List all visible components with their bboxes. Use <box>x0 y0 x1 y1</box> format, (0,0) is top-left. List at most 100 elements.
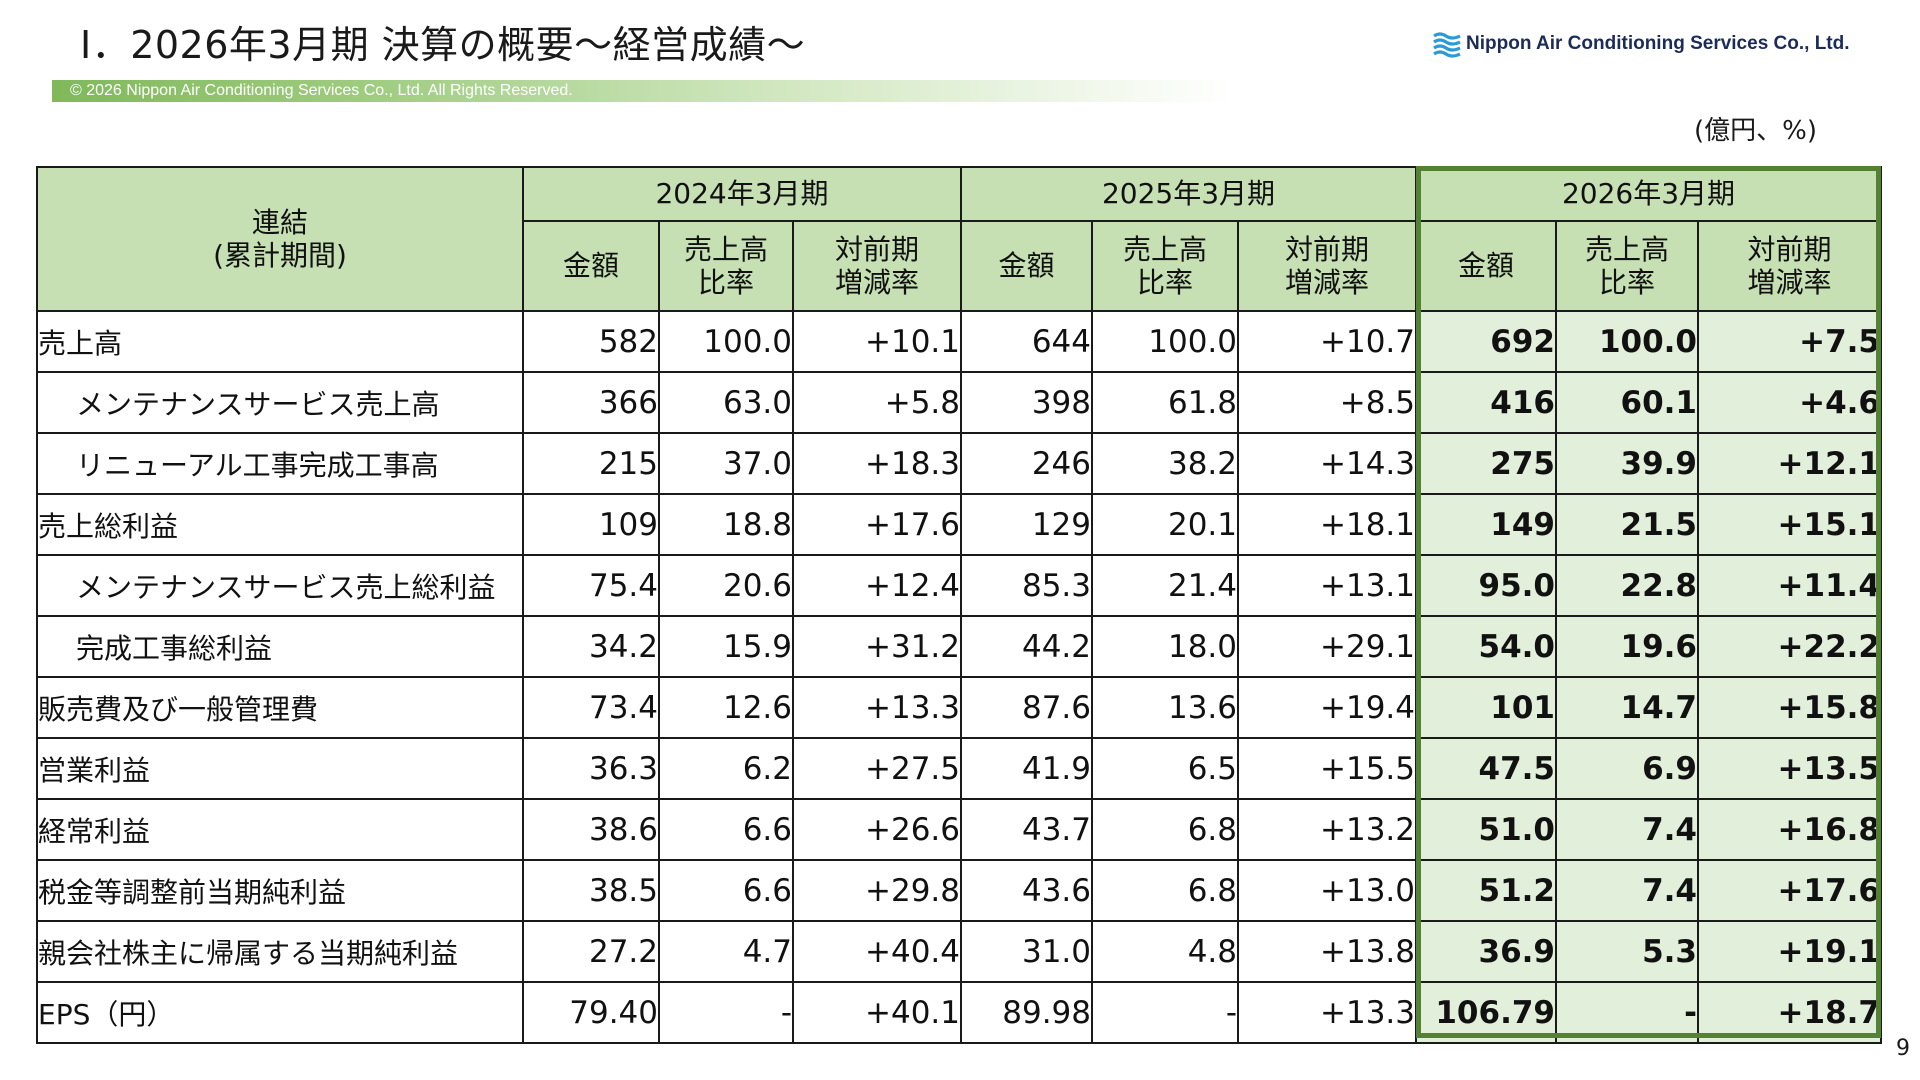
table-row: 税金等調整前当期純利益 38.5 6.6 +29.8 43.6 6.8 +13.0 51.2 7… <box>36 859 1882 922</box>
table-cell: 275 <box>1415 432 1557 495</box>
page-number: 9 <box>1896 1036 1910 1061</box>
financial-results-table: 連結 (累計期間) 2024年3月期 2025年3月期 2026年3月期 金額売… <box>36 166 1882 1044</box>
table-cell: 692 <box>1415 310 1557 373</box>
table-cell: +13.1 <box>1237 554 1417 617</box>
copyright-text: © 2026 Nippon Air Conditioning Services … <box>70 82 573 99</box>
row-label: メンテナンスサービス売上総利益 <box>36 554 524 617</box>
table-cell: 89.98 <box>960 981 1093 1044</box>
table-row: メンテナンスサービス売上総利益 75.4 20.6 +12.4 85.3 21.4 +13.… <box>36 554 1882 617</box>
period-header-2026: 2026年3月期 <box>1415 166 1882 222</box>
table-cell: 644 <box>960 310 1093 373</box>
table-cell: 73.4 <box>522 676 660 739</box>
table-cell: 6.2 <box>658 737 794 800</box>
table-row: 営業利益 36.3 6.2 +27.5 41.9 6.5 +15.5 47.5 6.9 +13.5 <box>36 737 1882 800</box>
table-cell: +13.3 <box>1237 981 1417 1044</box>
table-cell: +8.5 <box>1237 371 1417 434</box>
table-cell: +14.3 <box>1237 432 1417 495</box>
table-cell: 20.6 <box>658 554 794 617</box>
column-header-line2: 比率 <box>697 266 754 299</box>
table-cell: 79.40 <box>522 981 660 1044</box>
table-cell: 87.6 <box>960 676 1093 739</box>
column-header-line1: 対前期 <box>1747 232 1832 266</box>
period-header-2024: 2024年3月期 <box>522 166 962 222</box>
table-cell: 51.0 <box>1415 798 1557 861</box>
table-cell: 6.9 <box>1555 737 1699 800</box>
column-header: 対前期 増減率 <box>1697 220 1882 312</box>
table-cell: +40.1 <box>792 981 962 1044</box>
table-cell: +13.0 <box>1237 859 1417 922</box>
table-cell: 398 <box>960 371 1093 434</box>
table-cell: +12.4 <box>792 554 962 617</box>
table-cell: +13.8 <box>1237 920 1417 983</box>
table-cell: 20.1 <box>1091 493 1239 556</box>
column-header: 対前期 増減率 <box>1237 220 1417 312</box>
table-cell: 6.6 <box>658 859 794 922</box>
company-logo: Nippon Air Conditioning Services Co., Lt… <box>1432 26 1850 62</box>
table-cell: 27.2 <box>522 920 660 983</box>
table-cell: +15.8 <box>1697 676 1882 739</box>
table-cell: +19.4 <box>1237 676 1417 739</box>
column-header-line1: 金額 <box>998 249 1055 283</box>
row-label: 経常利益 <box>36 798 524 861</box>
unit-note: (億円、%) <box>1694 116 1817 146</box>
column-header: 売上高 比率 <box>658 220 794 312</box>
corner-label-line1: 連結 <box>251 205 308 239</box>
column-header-line2: 増減率 <box>834 266 919 299</box>
corner-header: 連結 (累計期間) <box>36 166 524 312</box>
table-cell: 63.0 <box>658 371 794 434</box>
table-cell: +18.1 <box>1237 493 1417 556</box>
table-cell: +15.5 <box>1237 737 1417 800</box>
table-cell: 7.4 <box>1555 798 1699 861</box>
table-cell: 149 <box>1415 493 1557 556</box>
column-header-line2: 増減率 <box>1747 266 1832 299</box>
table-cell: +22.2 <box>1697 615 1882 678</box>
table-cell: 6.5 <box>1091 737 1239 800</box>
column-header-line1: 対前期 <box>1284 232 1369 266</box>
table-cell: +13.3 <box>792 676 962 739</box>
table-cell: +27.5 <box>792 737 962 800</box>
table-cell: - <box>1091 981 1239 1044</box>
table-cell: - <box>1555 981 1699 1044</box>
wave-logo-icon <box>1433 32 1461 58</box>
table-cell: +10.1 <box>792 310 962 373</box>
table-cell: 100.0 <box>1091 310 1239 373</box>
table-cell: 22.8 <box>1555 554 1699 617</box>
table-row: 売上総利益 109 18.8 +17.6 129 20.1 +18.1 149 21.5 +15.… <box>36 493 1882 556</box>
table-cell: 85.3 <box>960 554 1093 617</box>
table-cell: 36.9 <box>1415 920 1557 983</box>
table-cell: 54.0 <box>1415 615 1557 678</box>
row-label: 完成工事総利益 <box>36 615 524 678</box>
table-cell: +18.3 <box>792 432 962 495</box>
table-cell: 129 <box>960 493 1093 556</box>
table-cell: 366 <box>522 371 660 434</box>
table-cell: 37.0 <box>658 432 794 495</box>
table-cell: 18.0 <box>1091 615 1239 678</box>
table-cell: 246 <box>960 432 1093 495</box>
table-cell: 7.4 <box>1555 859 1699 922</box>
table-row: 売上高 582 100.0 +10.1 644 100.0 +10.7 692 100.0 +7.… <box>36 310 1882 373</box>
table-cell: 100.0 <box>1555 310 1699 373</box>
column-header-line1: 売上高 <box>1584 232 1669 266</box>
table-cell: +16.8 <box>1697 798 1882 861</box>
row-label: EPS（円） <box>36 981 524 1044</box>
column-header: 売上高 比率 <box>1091 220 1239 312</box>
table-row: メンテナンスサービス売上高 366 63.0 +5.8 398 61.8 +8.5 416 60… <box>36 371 1882 434</box>
table-cell: 47.5 <box>1415 737 1557 800</box>
table-cell: +7.5 <box>1697 310 1882 373</box>
table-cell: 43.6 <box>960 859 1093 922</box>
table-cell: +18.7 <box>1697 981 1882 1044</box>
row-label: 売上総利益 <box>36 493 524 556</box>
table-cell: 4.7 <box>658 920 794 983</box>
table-cell: 18.8 <box>658 493 794 556</box>
row-label: 営業利益 <box>36 737 524 800</box>
table-row: 親会社株主に帰属する当期純利益 27.2 4.7 +40.4 31.0 4.8 +13.8 3… <box>36 920 1882 983</box>
table-cell: 100.0 <box>658 310 794 373</box>
column-header-line2: 比率 <box>1598 266 1655 299</box>
table-cell: +15.1 <box>1697 493 1882 556</box>
row-label: 税金等調整前当期純利益 <box>36 859 524 922</box>
table-cell: +29.8 <box>792 859 962 922</box>
table-cell: +13.2 <box>1237 798 1417 861</box>
table-cell: +4.6 <box>1697 371 1882 434</box>
table-cell: 43.7 <box>960 798 1093 861</box>
row-label: 親会社株主に帰属する当期純利益 <box>36 920 524 983</box>
